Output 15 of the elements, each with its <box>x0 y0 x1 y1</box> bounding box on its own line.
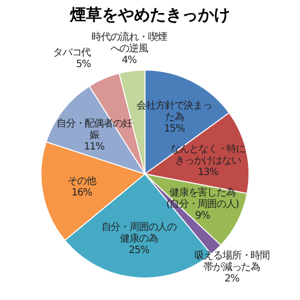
data-label: 16% <box>71 187 92 198</box>
slice-label: 自分・周囲の人の健康の為 <box>101 221 178 245</box>
slice-label: タバコ代 <box>53 47 92 58</box>
data-label: 5% <box>76 58 91 70</box>
data-label: 2% <box>224 273 240 284</box>
data-label: 9% <box>195 210 210 222</box>
data-label: 15% <box>164 124 185 135</box>
data-label: 11% <box>84 141 104 152</box>
slice-label: その他 <box>68 174 96 187</box>
slice-label: 時代の流れ・喫煙への逆風 <box>91 31 168 55</box>
slice-label: 自分・配偶者の妊娠 <box>56 117 132 141</box>
data-label: 4% <box>122 55 137 66</box>
chart-title: 煙草をやめたきっかけ <box>69 5 230 24</box>
data-label: 25% <box>128 245 150 256</box>
data-label: 13% <box>198 166 218 178</box>
